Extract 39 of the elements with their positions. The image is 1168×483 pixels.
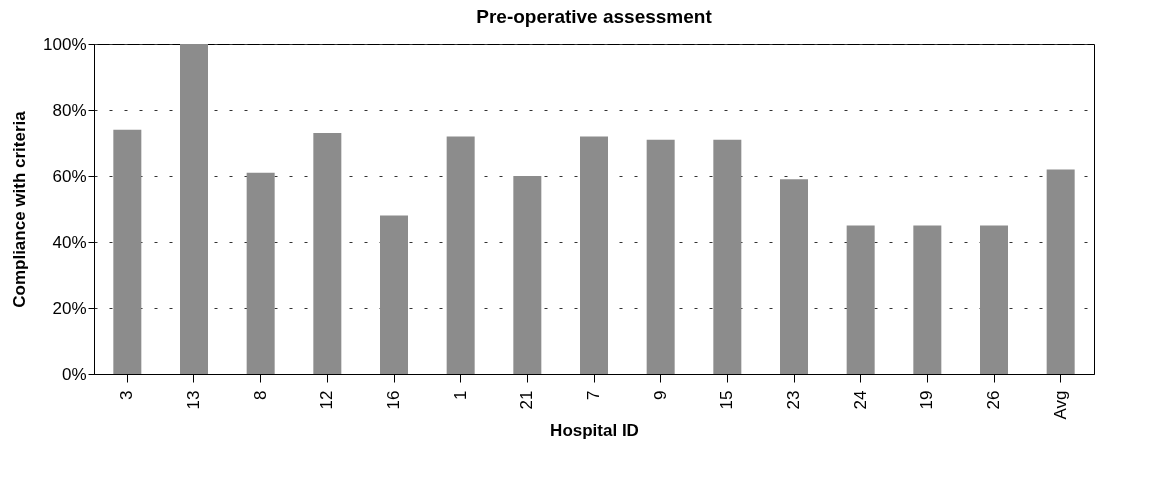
y-tick-label: 60% <box>52 166 87 186</box>
bar <box>913 225 942 374</box>
x-tick-label: 16 <box>384 390 403 410</box>
bar <box>246 172 275 374</box>
x-tick-label: 24 <box>850 390 870 410</box>
x-tick-label: 21 <box>517 390 537 410</box>
y-tick-label: 80% <box>52 100 87 120</box>
x-tick-label: 9 <box>650 390 670 400</box>
bar <box>113 129 142 374</box>
x-tick-label: 15 <box>717 390 737 410</box>
x-tick-label: 13 <box>184 390 203 410</box>
x-tick-label: Avg <box>1050 390 1070 420</box>
bar <box>446 136 475 374</box>
bar <box>1046 169 1075 374</box>
chart-title: Pre-operative assessment <box>476 6 713 27</box>
x-tick-label: 12 <box>317 390 337 410</box>
y-tick-label: 40% <box>52 232 87 252</box>
bar <box>180 44 208 374</box>
bar <box>980 225 1008 374</box>
y-tick-label: 100% <box>43 34 87 54</box>
y-tick-label: 0% <box>61 364 87 384</box>
bar <box>780 179 808 374</box>
bar <box>646 139 675 374</box>
x-tick-label: 23 <box>784 390 803 410</box>
x-tick-label: 26 <box>984 390 1003 410</box>
bar <box>580 136 608 374</box>
x-tick-label: 19 <box>917 390 937 410</box>
bar <box>313 133 342 374</box>
x-tick-label: 3 <box>117 390 137 400</box>
x-tick-label: 7 <box>584 390 603 400</box>
x-tick-label: 1 <box>450 390 470 400</box>
x-axis-title: Hospital ID <box>550 421 639 441</box>
x-tick-label: 8 <box>250 390 270 400</box>
bar <box>380 215 408 374</box>
y-tick-label: 20% <box>52 298 87 318</box>
bar <box>713 139 742 374</box>
bar <box>513 176 542 374</box>
y-axis-title: Compliance with criteria <box>10 110 30 308</box>
bar <box>846 225 875 374</box>
